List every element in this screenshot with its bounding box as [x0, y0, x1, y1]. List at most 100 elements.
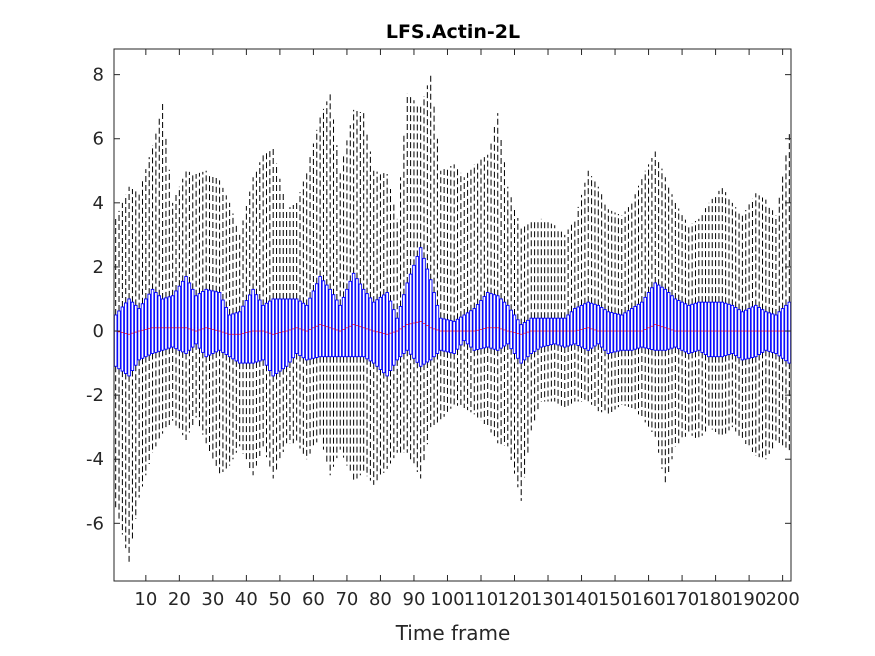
box — [744, 309, 748, 360]
box-frame-98 — [439, 170, 443, 421]
box — [207, 289, 212, 356]
y-tick-label: 4 — [93, 193, 104, 214]
box — [717, 301, 721, 358]
box — [422, 257, 426, 365]
box-frame-105 — [462, 177, 466, 408]
box — [154, 292, 158, 353]
box-frame-22 — [184, 170, 188, 440]
box — [234, 312, 239, 362]
y-tick-label: -6 — [86, 513, 104, 534]
box — [418, 247, 423, 367]
box — [247, 294, 252, 364]
box — [630, 308, 634, 351]
box — [616, 313, 621, 352]
x-tick-label: 80 — [369, 589, 392, 610]
box — [673, 298, 678, 348]
box-frame-163 — [656, 160, 661, 453]
box — [563, 317, 567, 348]
box — [542, 317, 547, 347]
box — [710, 301, 714, 358]
box — [465, 312, 470, 345]
box — [730, 304, 735, 354]
box — [140, 303, 145, 359]
box — [455, 318, 460, 350]
box — [382, 294, 386, 374]
box-frame-50 — [278, 178, 282, 461]
x-tick-label: 160 — [631, 589, 665, 610]
box — [395, 317, 399, 361]
box — [117, 310, 121, 370]
box-frame-80 — [378, 172, 383, 477]
box-frame-164 — [660, 168, 664, 469]
box — [194, 295, 198, 345]
box — [261, 304, 265, 361]
box — [573, 308, 577, 345]
box-frame-23 — [187, 171, 192, 433]
box — [365, 293, 369, 360]
box — [264, 302, 269, 366]
box-frame-20 — [177, 186, 182, 431]
x-tick-label: 60 — [302, 589, 325, 610]
box-frame-125 — [529, 222, 534, 431]
box — [231, 313, 235, 360]
box-frame-67 — [335, 145, 339, 459]
box — [603, 309, 607, 351]
box — [623, 312, 627, 351]
box-frame-2 — [117, 210, 121, 521]
box — [392, 309, 396, 366]
box-frame-25 — [194, 173, 198, 418]
box-frame-29 — [207, 173, 212, 452]
box — [663, 288, 668, 351]
box-frame-159 — [643, 170, 647, 423]
box-frame-73 — [355, 110, 359, 479]
box — [653, 282, 658, 351]
box-frame-143 — [589, 176, 594, 405]
box — [784, 304, 788, 362]
box-frame-103 — [455, 168, 460, 406]
box-frame-155 — [630, 202, 634, 408]
box — [415, 256, 420, 363]
box-frame-66 — [331, 119, 336, 467]
box — [184, 276, 188, 354]
box — [687, 304, 691, 354]
box-frame-74 — [358, 112, 363, 476]
box-frame-107 — [469, 168, 473, 413]
box-frame-197 — [770, 210, 775, 449]
box — [472, 308, 477, 351]
box-frame-180 — [713, 194, 718, 432]
box-frame-54 — [291, 204, 296, 444]
box-frame-16 — [164, 136, 168, 430]
box — [221, 299, 225, 353]
box-frame-174 — [693, 220, 698, 438]
box-frame-43 — [254, 169, 259, 466]
box — [348, 280, 353, 358]
box — [536, 317, 540, 350]
box — [284, 298, 289, 367]
box — [308, 297, 312, 360]
chart-title: LFS.Actin-2L — [386, 21, 520, 43]
box-frame-44 — [258, 162, 262, 457]
x-tick-label: 180 — [698, 589, 732, 610]
box — [227, 314, 232, 358]
box-frame-101 — [449, 165, 453, 409]
box — [241, 305, 245, 364]
box-frame-145 — [596, 186, 601, 412]
box-frame-99 — [442, 169, 446, 417]
box-frame-21 — [180, 178, 185, 436]
box — [750, 306, 755, 358]
box-frame-126 — [532, 220, 537, 421]
box-frame-189 — [744, 210, 748, 444]
x-tick-label: 40 — [235, 589, 258, 610]
box — [566, 314, 570, 347]
box — [405, 282, 410, 351]
box-frame-112 — [485, 154, 490, 428]
box-frame-70 — [345, 140, 349, 466]
x-tick-label: 150 — [598, 589, 632, 610]
box — [214, 291, 218, 353]
box — [646, 292, 651, 350]
box-frame-137 — [569, 224, 574, 404]
box-frame-171 — [683, 219, 688, 437]
box-frame-196 — [767, 204, 771, 454]
box — [650, 287, 654, 350]
